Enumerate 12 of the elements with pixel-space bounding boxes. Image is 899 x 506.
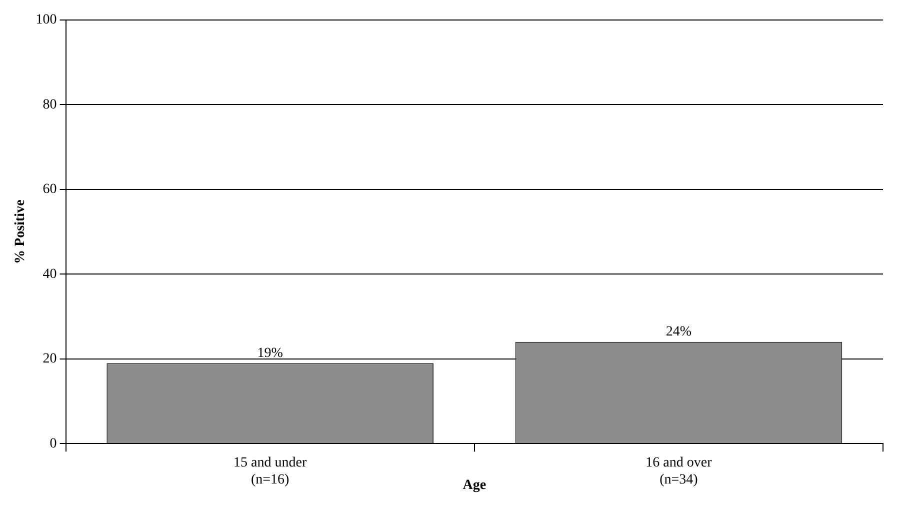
y-axis-title: % Positive <box>13 200 28 264</box>
y-tick-label: 80 <box>42 97 57 112</box>
y-tick-label: 40 <box>42 266 57 282</box>
y-tick-label: 20 <box>42 352 57 367</box>
x-tick-label: 15 and under (n=16) <box>234 456 307 488</box>
x-tick-label: 16 and over (n=34) <box>646 456 712 488</box>
x-axis-title: Age <box>462 478 486 494</box>
data-label: 24% <box>666 324 692 340</box>
data-label: 19% <box>257 346 284 361</box>
y-tick-label: 100 <box>36 12 57 28</box>
y-tick-label: 0 <box>50 436 57 452</box>
y-tick-label: 60 <box>42 182 57 198</box>
